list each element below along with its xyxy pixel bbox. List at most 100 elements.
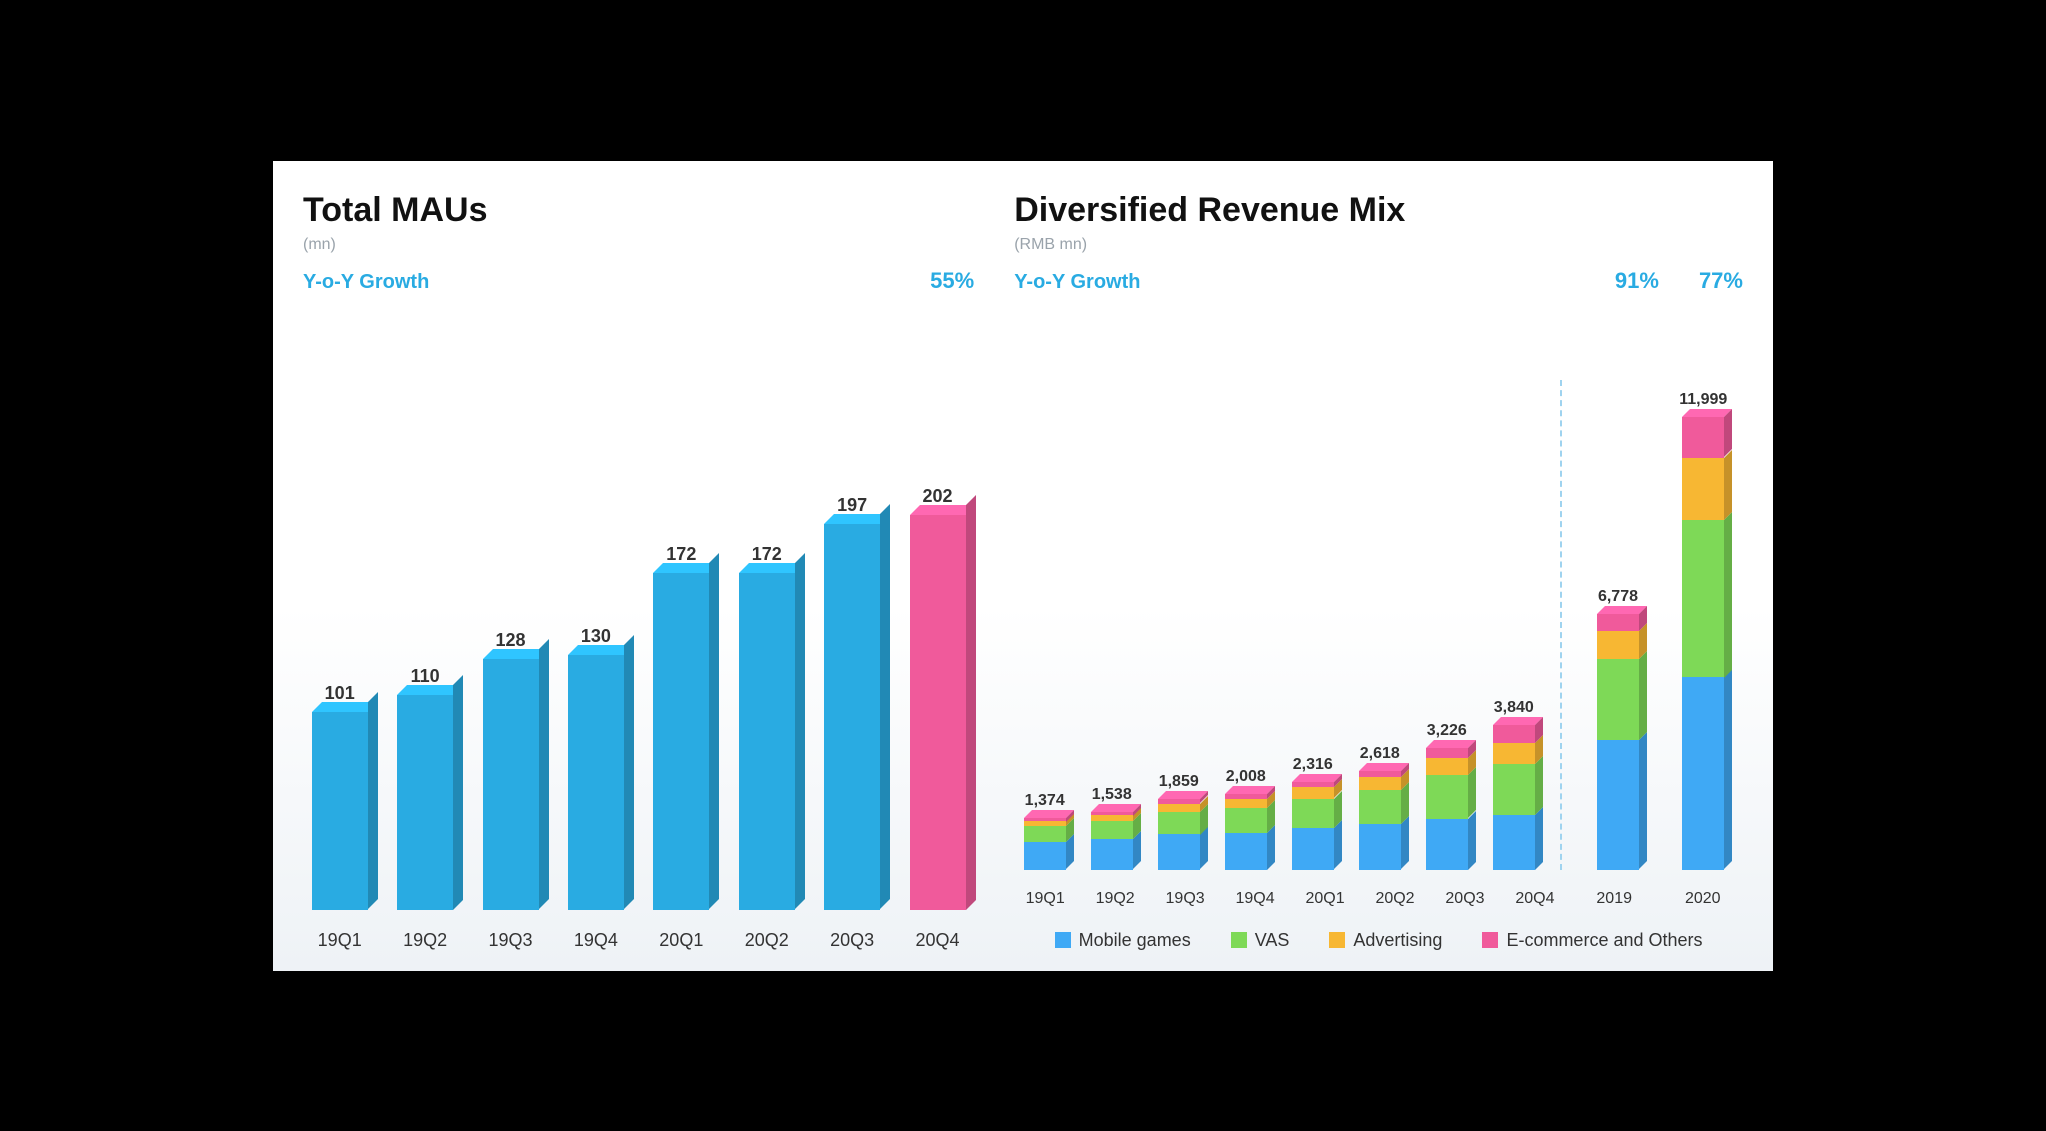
panel-maus: Total MAUs (mn) Y-o-Y Growth 55% 1011101… — [303, 191, 994, 951]
maus-bar — [739, 573, 795, 909]
revenue-bar-segment — [1359, 824, 1401, 869]
revenue-bar-total-label: 6,778 — [1598, 588, 1638, 606]
revenue-stacked-bar — [1493, 725, 1535, 870]
revenue-bar-col: 1,374 — [1014, 792, 1075, 870]
revenue-x-tick: 2020 — [1662, 890, 1743, 908]
swatch-ecom-icon — [1482, 932, 1498, 948]
revenue-yoy-value-1: 77% — [1699, 268, 1743, 294]
revenue-bar-segment — [1426, 819, 1468, 870]
revenue-stacked-bar — [1091, 812, 1133, 870]
revenue-bar-col: 2,316 — [1282, 756, 1343, 869]
revenue-bar-total-label: 3,840 — [1494, 699, 1534, 717]
revenue-bar-segment — [1292, 787, 1334, 798]
revenue-x-tick: 20Q4 — [1504, 890, 1566, 908]
maus-x-tick: 19Q1 — [303, 930, 376, 951]
revenue-divider — [1560, 380, 1562, 870]
revenue-bar-segment — [1493, 743, 1535, 764]
revenue-bar-segment — [1292, 828, 1334, 869]
revenue-stacked-bar — [1292, 782, 1334, 869]
revenue-bar-segment — [1091, 821, 1133, 839]
maus-x-tick: 19Q2 — [388, 930, 461, 951]
revenue-stacked-bar — [1158, 799, 1200, 869]
revenue-stacked-bar — [1682, 417, 1724, 869]
legend-vas: VAS — [1231, 930, 1290, 951]
revenue-bar-total-label: 2,008 — [1226, 768, 1266, 786]
maus-bar-col: 172 — [730, 544, 803, 909]
revenue-x-tick: 19Q2 — [1084, 890, 1146, 908]
revenue-x-tick: 2019 — [1574, 890, 1655, 908]
revenue-bar-total-label: 3,226 — [1427, 722, 1467, 740]
maus-bar — [568, 655, 624, 909]
revenue-bar-segment — [1426, 758, 1468, 775]
maus-x-tick: 19Q3 — [474, 930, 547, 951]
revenue-unit: (RMB mn) — [1014, 236, 1743, 254]
revenue-bar-segment — [1091, 812, 1133, 816]
revenue-x-tick: 20Q3 — [1434, 890, 1496, 908]
revenue-yoy-value-0: 91% — [1615, 268, 1659, 294]
maus-bar-value-label: 202 — [923, 486, 953, 507]
panel-revenue: Diversified Revenue Mix (RMB mn) Y-o-Y G… — [994, 191, 1743, 951]
swatch-games-icon — [1055, 932, 1071, 948]
revenue-bar-segment — [1024, 821, 1066, 826]
maus-bar — [312, 712, 368, 909]
maus-yoy-label: Y-o-Y Growth — [303, 271, 429, 294]
revenue-bar-col: 1,859 — [1148, 773, 1209, 869]
revenue-bar-segment — [1359, 771, 1401, 777]
revenue-bar-segment — [1024, 826, 1066, 842]
revenue-x-tick: 19Q1 — [1014, 890, 1076, 908]
revenue-bar-segment — [1024, 842, 1066, 869]
maus-title: Total MAUs — [303, 191, 974, 230]
revenue-bar-col: 3,226 — [1416, 722, 1477, 870]
revenue-bar-segment — [1292, 782, 1334, 787]
maus-bar-col: 202 — [901, 486, 974, 910]
revenue-bar-total-label: 1,538 — [1092, 786, 1132, 804]
revenue-x-tick: 19Q4 — [1224, 890, 1286, 908]
maus-unit: (mn) — [303, 236, 974, 254]
maus-bar-col: 130 — [559, 626, 632, 909]
revenue-stacked-bar — [1024, 818, 1066, 870]
revenue-bar-segment — [1359, 790, 1401, 824]
revenue-bar-segment — [1493, 764, 1535, 815]
maus-yoy-row: Y-o-Y Growth 55% — [303, 268, 974, 294]
revenue-bar-col: 2,618 — [1349, 745, 1410, 870]
revenue-bar-total-label: 11,999 — [1679, 391, 1727, 409]
revenue-bar-col: 6,778 — [1578, 588, 1657, 869]
slide: Total MAUs (mn) Y-o-Y Growth 55% 1011101… — [273, 161, 1773, 971]
maus-x-tick: 19Q4 — [559, 930, 632, 951]
maus-bar — [653, 573, 709, 909]
maus-bar-col: 197 — [815, 495, 888, 909]
revenue-yoy-row: Y-o-Y Growth 91% 77% — [1014, 268, 1743, 294]
revenue-bar-col: 3,840 — [1483, 699, 1544, 870]
revenue-bar-total-label: 2,618 — [1360, 745, 1400, 763]
revenue-bar-segment — [1158, 834, 1200, 869]
revenue-bar-segment — [1426, 775, 1468, 818]
revenue-bar-segment — [1024, 818, 1066, 822]
revenue-bar-col: 1,538 — [1081, 786, 1142, 870]
revenue-bar-segment — [1682, 677, 1724, 869]
maus-x-tick: 20Q4 — [901, 930, 974, 951]
revenue-x-axis: 19Q119Q219Q319Q420Q120Q220Q320Q420192020 — [1014, 890, 1743, 908]
revenue-bar-total-label: 1,374 — [1025, 792, 1065, 810]
maus-bar-col: 110 — [388, 666, 461, 910]
maus-bar — [483, 659, 539, 909]
revenue-bar-segment — [1158, 799, 1200, 803]
revenue-stacked-bar — [1426, 748, 1468, 870]
maus-x-tick: 20Q2 — [730, 930, 803, 951]
revenue-bar-col: 11,999 — [1664, 391, 1743, 869]
maus-bar — [397, 695, 453, 910]
revenue-stacked-bar — [1597, 614, 1639, 869]
revenue-bar-segment — [1225, 799, 1267, 808]
revenue-x-tick: 20Q2 — [1364, 890, 1426, 908]
revenue-bar-segment — [1426, 748, 1468, 758]
revenue-bar-segment — [1493, 815, 1535, 870]
revenue-bar-segment — [1158, 804, 1200, 812]
revenue-stacked-bar — [1359, 771, 1401, 870]
legend-ecom-label: E-commerce and Others — [1506, 930, 1702, 951]
legend-ecom: E-commerce and Others — [1482, 930, 1702, 951]
revenue-bar-segment — [1359, 777, 1401, 790]
revenue-bar-segment — [1597, 631, 1639, 659]
maus-yoy-value: 55% — [930, 268, 974, 294]
revenue-bar-segment — [1225, 808, 1267, 833]
revenue-bar-segment — [1597, 614, 1639, 631]
maus-bar-col: 172 — [645, 544, 718, 909]
